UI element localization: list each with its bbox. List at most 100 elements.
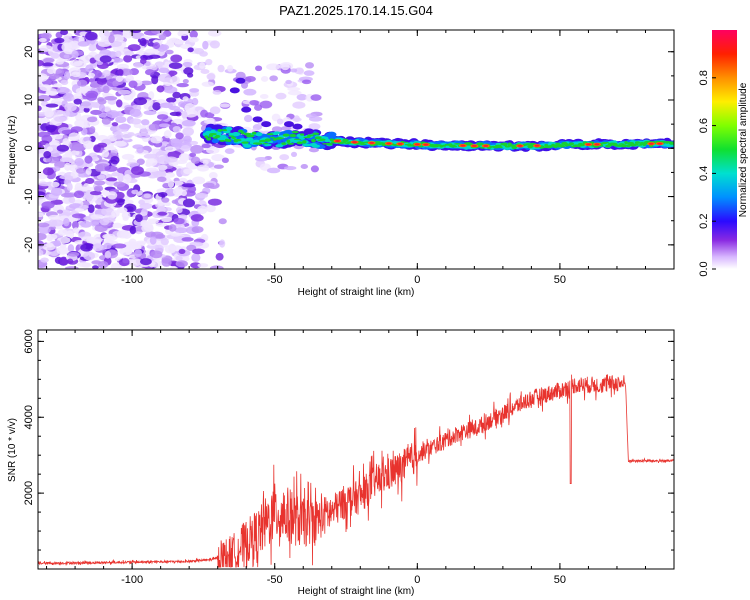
noise-cell (308, 147, 319, 153)
y-tick-label: -20 (23, 237, 35, 253)
ridge-branch-cell (303, 128, 314, 135)
ridge-peak-core (397, 142, 403, 145)
ridge-cell (293, 138, 302, 141)
noise-cell (116, 207, 128, 214)
ridge-cell (503, 142, 508, 147)
noise-cell (71, 150, 80, 156)
noise-cell (170, 232, 182, 237)
noise-cell (71, 213, 86, 219)
noise-cell (111, 210, 120, 218)
noise-cell (111, 172, 120, 177)
noise-cell (269, 75, 278, 82)
noise-cell (143, 153, 158, 159)
noise-cell (49, 120, 62, 127)
noise-cell (74, 157, 84, 166)
noise-cell (110, 262, 122, 269)
ridge-branch-cell (283, 121, 294, 128)
noise-cell (72, 227, 80, 233)
noise-cell (115, 75, 124, 82)
ridge-peak-core (352, 141, 357, 144)
noise-cell (89, 190, 102, 196)
noise-cell (190, 156, 201, 164)
noise-cell (38, 94, 51, 102)
noise-cell (52, 206, 60, 211)
noise-cell (169, 111, 181, 116)
noise-cell (150, 30, 163, 34)
noise-cell (175, 186, 183, 194)
y-tick-label: 0 (23, 145, 35, 151)
ridge-cell (511, 145, 518, 150)
ridge-cell (544, 143, 549, 147)
ridge-cell (634, 141, 641, 144)
noise-cell (152, 102, 161, 111)
noise-cell (140, 258, 152, 266)
noise-cell (87, 72, 96, 78)
ridge-peak-core (586, 143, 591, 146)
ridge-cell (324, 138, 331, 143)
noise-cell (139, 128, 149, 134)
noise-cell (290, 68, 298, 73)
ridge-cell (311, 138, 316, 143)
ridge-cell (282, 133, 290, 137)
noise-cell (117, 199, 125, 206)
noise-cell (199, 61, 206, 70)
noise-cell (97, 97, 105, 102)
noise-cell (249, 99, 260, 106)
noise-cell (87, 204, 95, 213)
noise-cell (84, 155, 93, 164)
noise-cell (130, 30, 142, 34)
noise-cell (46, 67, 56, 75)
noise-cell (39, 45, 53, 52)
noise-cell (183, 168, 193, 175)
ridge-cell (286, 139, 291, 144)
noise-cell (285, 79, 292, 85)
noise-cell (209, 40, 220, 49)
noise-cell (158, 67, 170, 73)
noise-cell (39, 84, 52, 92)
x-tick-label: -50 (267, 574, 283, 586)
noise-cell (215, 252, 224, 261)
ridge-cell (231, 132, 241, 137)
ridge-cell (360, 143, 367, 146)
ridge-cell (278, 137, 285, 139)
noise-cell (167, 179, 175, 189)
ridge-cell (527, 144, 534, 149)
noise-cell (182, 78, 189, 84)
ridge-cell (266, 133, 274, 136)
noise-cell (283, 166, 297, 171)
noise-cell (180, 43, 192, 50)
noise-cell (178, 248, 186, 255)
ridge-cell (221, 129, 228, 132)
noise-cell (219, 239, 226, 248)
noise-cell (156, 85, 165, 93)
noise-cell (103, 105, 112, 113)
snr-y-ticks: 2000 4000 6000 (23, 329, 674, 570)
ridge-peak-core (414, 143, 420, 146)
noise-cell (180, 145, 191, 152)
ridge-peak-core (460, 144, 466, 147)
noise-cell (203, 119, 215, 124)
noise-cell (50, 187, 63, 197)
ridge-peak-core (594, 143, 600, 146)
noise-cell (187, 72, 194, 78)
noise-cell (161, 197, 170, 203)
noise-cell (136, 158, 145, 165)
noise-cell (50, 52, 60, 59)
noise-cell (61, 43, 70, 52)
noise-cell (116, 99, 123, 108)
noise-cell (67, 244, 75, 253)
noise-cell (73, 190, 85, 199)
noise-cell (280, 126, 292, 131)
noise-cell (149, 236, 157, 245)
noise-cell (181, 110, 188, 119)
noise-cell (104, 250, 112, 259)
noise-cell (81, 236, 96, 242)
ridge-peak-core (369, 141, 375, 144)
noise-cell (310, 94, 322, 101)
noise-cell (197, 263, 209, 268)
ridge-peak-core (335, 139, 340, 142)
noise-cell (266, 63, 281, 71)
noise-cell (163, 86, 178, 94)
ridge-cell (206, 137, 212, 141)
noise-cell (68, 132, 80, 142)
